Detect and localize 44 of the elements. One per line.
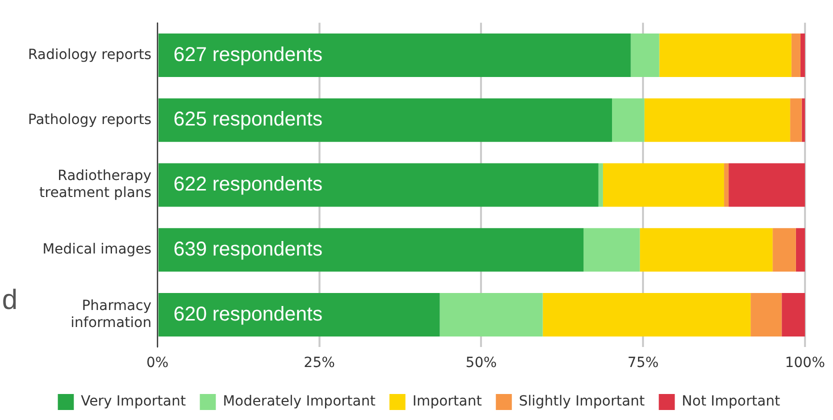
x-tick-label: 100% <box>784 355 826 372</box>
bar <box>440 293 543 336</box>
bar <box>584 228 640 272</box>
x-tick-label: 25% <box>304 355 335 372</box>
bar <box>796 228 805 272</box>
y-tick-label: Pathology reports <box>28 112 152 128</box>
bar <box>728 163 805 207</box>
annotation: 620 respondents <box>173 303 322 326</box>
annotation: 622 respondents <box>173 174 322 196</box>
bar <box>612 98 644 142</box>
y-tick-label: Radiology reports <box>28 46 152 63</box>
bar <box>782 293 805 336</box>
bar <box>602 163 724 207</box>
bar <box>158 163 598 207</box>
bar <box>750 293 782 336</box>
bar <box>659 34 792 77</box>
bar <box>790 98 802 142</box>
bar <box>598 163 603 207</box>
bar <box>644 98 790 142</box>
annotation: 625 respondents <box>173 108 322 131</box>
legend-label: Very Important <box>80 394 186 410</box>
bar <box>640 228 773 272</box>
legend-label: Moderately Important <box>222 394 376 410</box>
y-tick-label: Pharmacy information <box>70 298 152 331</box>
legend-label: Important <box>412 394 482 410</box>
y-tick-label: Medical images <box>42 242 152 258</box>
bar <box>724 163 729 207</box>
y-tick-label: Radiotherapy treatment plans <box>39 168 152 202</box>
legend-label: Slightly Important <box>518 394 646 410</box>
bar <box>630 34 660 77</box>
bar <box>158 34 631 77</box>
annotation: 627 respondents <box>173 44 322 66</box>
bar <box>542 293 751 336</box>
bar <box>158 293 440 336</box>
x-tick-label: 50% <box>466 355 497 372</box>
x-tick-label: 0% <box>146 355 169 372</box>
bar <box>158 98 612 142</box>
text: d <box>2 284 18 316</box>
x-tick-label: 75% <box>628 355 659 372</box>
bar <box>772 228 796 272</box>
bar <box>158 228 584 272</box>
bar <box>791 34 800 77</box>
annotation: 639 respondents <box>173 238 322 260</box>
legend-label: Not Important <box>682 394 781 410</box>
